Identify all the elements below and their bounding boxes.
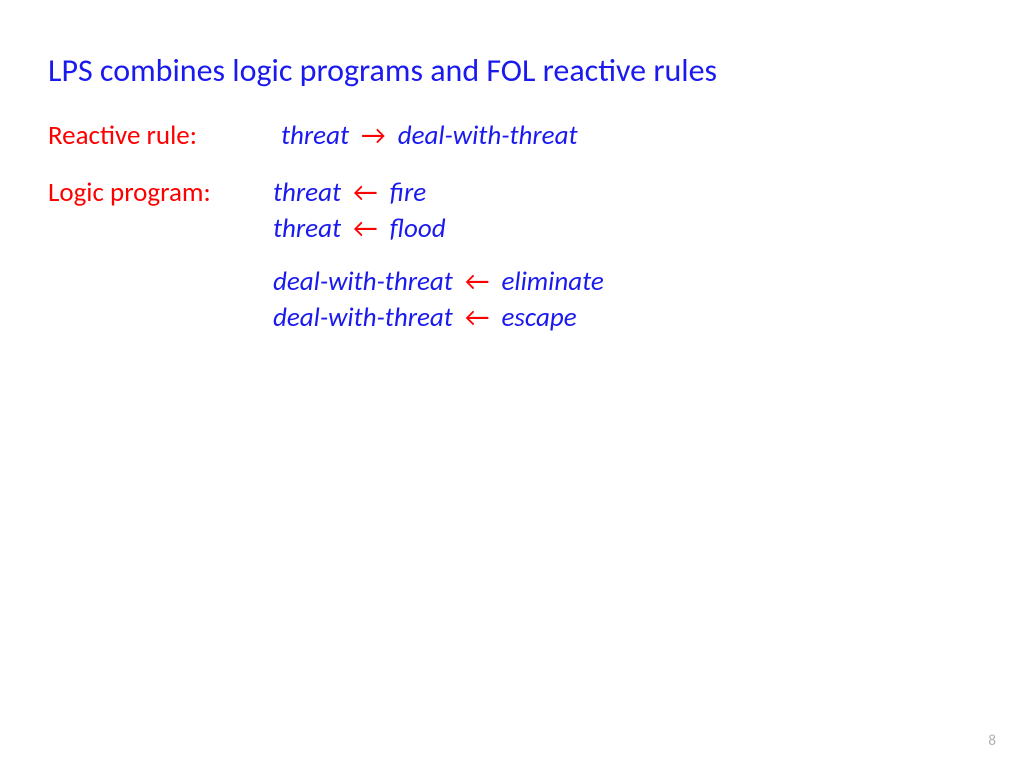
rule-rhs: flood xyxy=(390,212,446,245)
rule-rhs: fire xyxy=(390,176,426,209)
rule-rhs: escape xyxy=(501,301,576,334)
reactive-rule-content: threat → deal-with-threat xyxy=(273,118,578,154)
rule-rhs: deal-with-threat xyxy=(398,119,578,152)
spacer xyxy=(273,248,604,264)
arrow-left-icon: ← xyxy=(347,211,383,247)
arrow-left-icon: ← xyxy=(347,175,383,211)
rule-lhs: deal-with-threat xyxy=(273,265,453,298)
rule-line: threat ← fire xyxy=(273,175,604,211)
slide-title: LPS combines logic programs and FOL reac… xyxy=(48,52,976,90)
rule-line: threat → deal-with-threat xyxy=(281,118,578,154)
logic-program-content: threat ← fire threat ← flood deal-with-t… xyxy=(273,175,604,337)
logic-program-row: Logic program: threat ← fire threat ← fl… xyxy=(48,175,976,337)
rule-lhs: threat xyxy=(281,119,349,152)
rule-lhs: threat xyxy=(273,176,341,209)
rule-rhs: eliminate xyxy=(501,265,603,298)
slide: LPS combines logic programs and FOL reac… xyxy=(0,0,1024,768)
arrow-left-icon: ← xyxy=(459,300,495,336)
rule-lhs: deal-with-threat xyxy=(273,301,453,334)
rule-lhs: threat xyxy=(273,212,341,245)
logic-program-label: Logic program: xyxy=(48,175,273,211)
page-number: 8 xyxy=(988,732,996,750)
reactive-rule-row: Reactive rule: threat → deal-with-threat xyxy=(48,118,976,154)
arrow-left-icon: ← xyxy=(459,264,495,300)
rule-line: deal-with-threat ← escape xyxy=(273,300,604,336)
reactive-rule-label: Reactive rule: xyxy=(48,118,273,154)
rule-line: deal-with-threat ← eliminate xyxy=(273,264,604,300)
arrow-right-icon: → xyxy=(355,118,391,154)
rule-line: threat ← flood xyxy=(273,211,604,247)
